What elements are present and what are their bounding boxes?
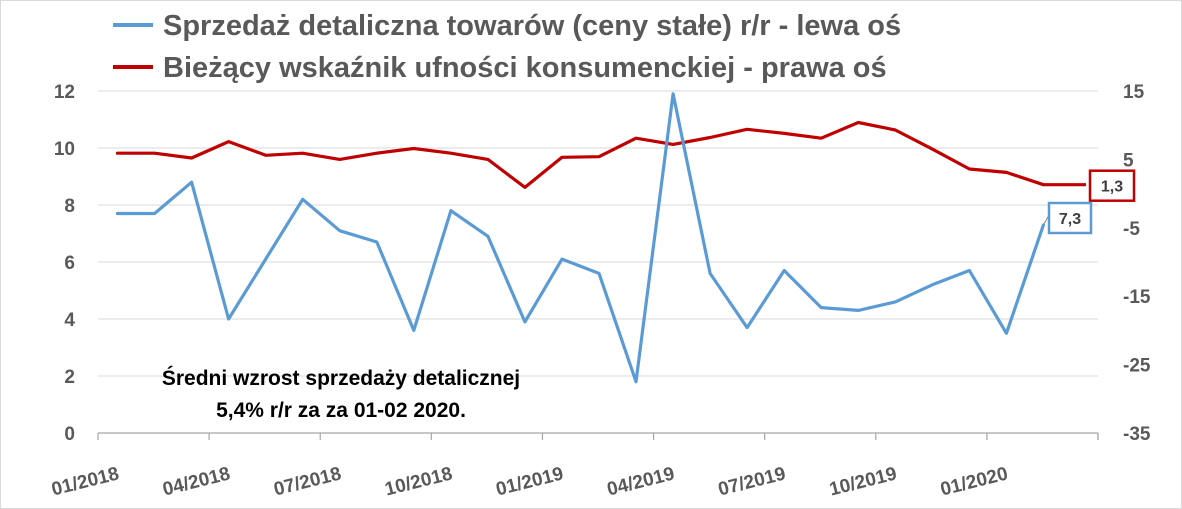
y-right-tick-label: 5: [1123, 150, 1134, 171]
x-tick-label: 04/2019: [605, 463, 677, 500]
gridlines: [98, 90, 1098, 377]
y-left-tick-label: 6: [64, 253, 75, 274]
legend-label-1: Sprzedaż detaliczna towarów (ceny stałe)…: [163, 10, 901, 42]
annotation: Średni wzrost sprzedaży detalicznej 5,4%…: [162, 366, 520, 422]
callouts: 1,3 7,3: [1043, 169, 1136, 235]
y-right-tick-label: -25: [1123, 356, 1151, 377]
y-left-tick-label: 10: [54, 139, 75, 160]
series-lines: [115, 92, 1046, 384]
x-tick-label: 01/2020: [938, 463, 1010, 500]
y-left-tick-label: 2: [64, 367, 75, 388]
y-right-tick-label: 15: [1123, 82, 1145, 103]
y-left-tick-label: 4: [64, 310, 75, 331]
annotation-line-2: 5,4% r/r za za 01-02 2020.: [216, 399, 466, 422]
x-tick-label: 07/2019: [716, 463, 788, 500]
x-tick-label: 10/2018: [383, 463, 455, 500]
x-tick-label: 07/2018: [272, 463, 344, 500]
annotation-line-1: Średni wzrost sprzedaży detalicznej: [162, 366, 520, 390]
callout-box-1: [1047, 201, 1093, 235]
legend-label-2: Bieżący wskaźnik ufności konsumenckiej -…: [163, 52, 887, 84]
callout-label-2: 1,3: [1101, 179, 1123, 196]
axes: 0 2 4 6 8 10 12 -35 -25 -15 -5 5 15 01/2018 04/2018 07/…: [49, 82, 1150, 500]
callout-box-2: [1088, 169, 1136, 202]
x-tick-label: 01/2018: [49, 463, 121, 500]
y-right-tick-label: -15: [1123, 287, 1151, 308]
legend: Sprzedaż detaliczna towarów (ceny stałe)…: [113, 10, 901, 84]
series-line-1: [115, 92, 1046, 384]
callout-label-1: 7,3: [1059, 211, 1081, 228]
x-tick-label: 01/2019: [494, 463, 566, 500]
y-left-tick-label: 8: [64, 196, 75, 217]
y-left-tick-label: 12: [54, 82, 75, 103]
y-right-tick-label: -35: [1123, 424, 1151, 445]
x-tick-label: 04/2018: [161, 463, 233, 500]
series-line-2: [115, 120, 1046, 189]
x-tick-label: 10/2019: [827, 463, 899, 500]
y-right-tick-label: -5: [1123, 219, 1140, 240]
y-left-tick-label: 0: [64, 424, 75, 445]
